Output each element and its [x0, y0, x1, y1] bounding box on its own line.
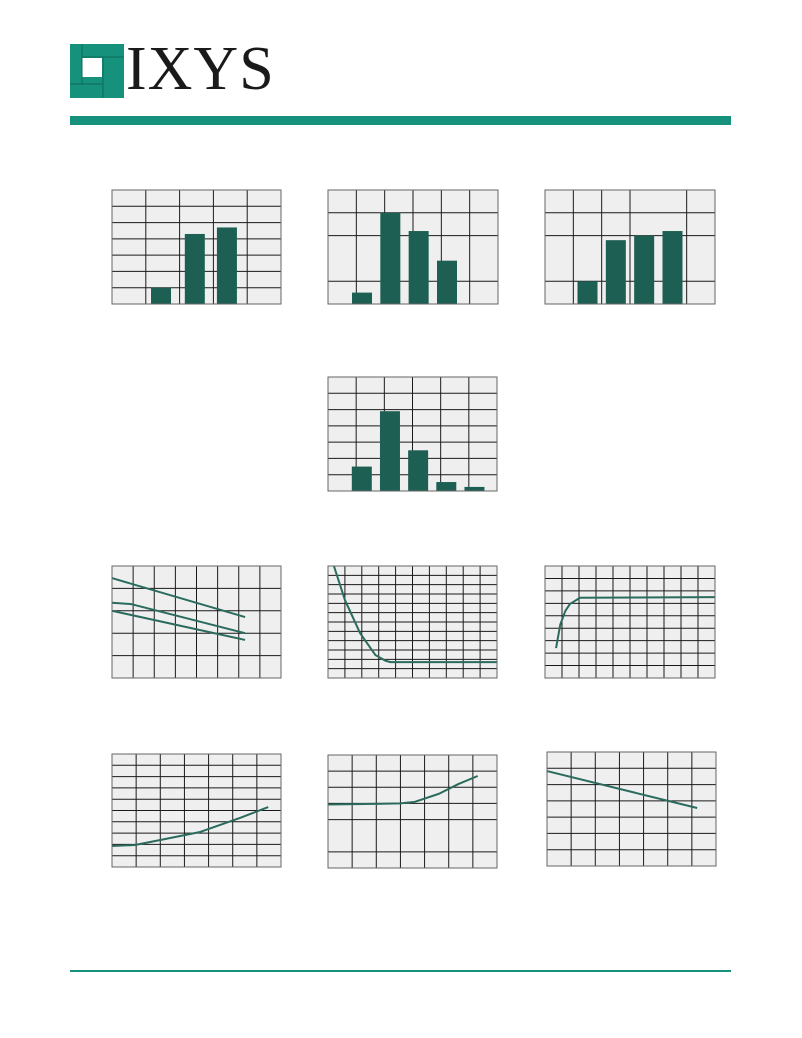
- plot-border: [546, 751, 717, 867]
- plot-border: [327, 754, 498, 869]
- chart-10: [546, 751, 717, 867]
- bar: [352, 292, 372, 304]
- chart-7: [544, 565, 716, 679]
- header-divider: [70, 116, 731, 125]
- ixys-logo-mark: [70, 44, 124, 98]
- plot-border: [111, 565, 282, 679]
- bar: [379, 411, 400, 491]
- plot-border: [327, 565, 498, 679]
- bar: [351, 466, 372, 491]
- chart-2: [327, 189, 499, 305]
- plot-border: [544, 189, 716, 305]
- bar: [151, 287, 172, 304]
- bar: [436, 482, 457, 491]
- series-line: [111, 577, 246, 619]
- plot-area: [547, 752, 716, 866]
- series-line: [555, 596, 716, 649]
- plot-area: [328, 755, 497, 868]
- plot-border: [544, 565, 716, 679]
- plot-border: [111, 753, 282, 868]
- chart-3: [544, 189, 716, 305]
- bar: [577, 281, 598, 304]
- chart-9: [327, 754, 498, 869]
- plot-border: [327, 376, 498, 492]
- bar: [662, 231, 683, 304]
- chart-5: [111, 565, 282, 679]
- series-line: [111, 601, 246, 635]
- chart-4: [327, 376, 498, 492]
- bar: [184, 233, 205, 304]
- series-line: [327, 775, 479, 806]
- bar: [380, 212, 401, 304]
- bar: [437, 260, 457, 304]
- footer-divider: [70, 970, 731, 972]
- series-line: [332, 565, 497, 664]
- chart-1: [111, 189, 282, 305]
- bar: [408, 450, 429, 491]
- bar: [605, 240, 626, 304]
- series-line: [111, 806, 269, 847]
- brand-wordmark: IXYS: [126, 35, 275, 103]
- series-line: [111, 609, 246, 641]
- bar: [634, 235, 655, 304]
- bar: [408, 231, 429, 304]
- chart-8: [111, 753, 282, 868]
- chart-6: [327, 565, 498, 679]
- bar: [216, 227, 237, 304]
- series-line: [546, 770, 698, 809]
- plot-border: [111, 189, 282, 305]
- plot-border: [327, 189, 499, 305]
- bar: [464, 486, 485, 491]
